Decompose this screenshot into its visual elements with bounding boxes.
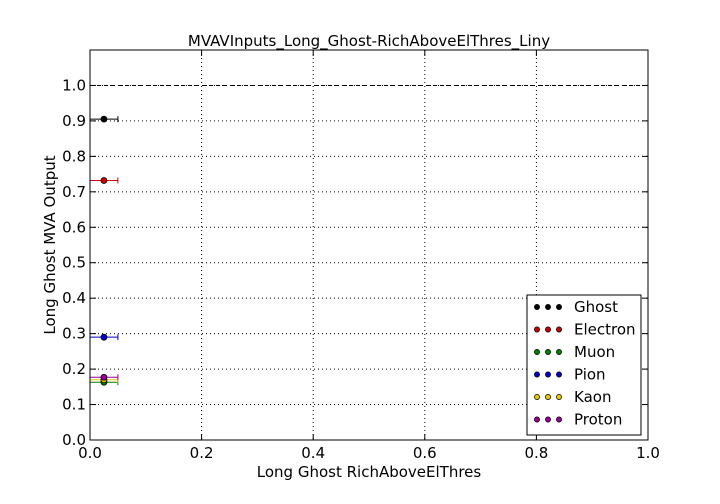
plot-frame: [89, 49, 649, 441]
y-tick-label: 0.0: [62, 431, 86, 449]
y-tick-label: 0.3: [62, 325, 86, 343]
legend-label-electron: Electron: [574, 321, 636, 339]
chart-title: MVAVInputs_Long_Ghost-RichAboveElThres_L…: [188, 32, 550, 51]
y-tick-label: 0.5: [62, 254, 86, 272]
legend: Ghost Electron Muon Pion Kaon Proton: [526, 294, 642, 436]
x-tick-label: 0.4: [301, 444, 325, 462]
x-axis-title: Long Ghost RichAboveElThres: [257, 463, 482, 481]
legend-marker-muon: [545, 349, 551, 355]
y-tick-label: 0.2: [62, 360, 86, 378]
x-tick-label: 0.0: [78, 444, 102, 462]
legend-marker-muon: [556, 349, 562, 355]
legend-marker-electron: [556, 326, 562, 333]
y-tick-label: 0.7: [62, 183, 86, 201]
y-tick-label: 0.6: [62, 218, 86, 236]
legend-marker-proton: [556, 416, 562, 423]
legend-marker-pion: [534, 371, 540, 378]
legend-marker-pion: [556, 371, 562, 378]
y-tick-label: 0.1: [62, 396, 86, 414]
legend-marker-kaon: [556, 394, 562, 400]
legend-marker-electron: [534, 326, 540, 333]
y-tick-label: 0.9: [62, 112, 86, 130]
x-tick-label: 0.8: [524, 444, 548, 462]
legend-label-pion: Pion: [574, 366, 606, 384]
legend-marker-ghost: [545, 304, 551, 310]
y-axis-title: Long Ghost MVA Output: [41, 155, 59, 334]
legend-marker-ghost: [556, 304, 562, 310]
legend-label-proton: Proton: [574, 411, 622, 429]
axis-ticks: 0.0 0.2 0.4 0.6 0.8 1.0 0.0 0.1 0.2 0.3 0.4 0.5 0.6 0…: [62, 50, 660, 462]
legend-marker-pion: [545, 371, 551, 378]
x-tick-label: 0.2: [190, 444, 214, 462]
legend-marker-proton: [534, 416, 540, 423]
data-layer: [90, 115, 119, 386]
y-tick-label: 0.4: [62, 289, 86, 307]
y-tick-label: 1.0: [62, 76, 86, 94]
ghost-point: [100, 115, 108, 123]
legend-marker-ghost: [534, 304, 540, 310]
legend-label-kaon: Kaon: [574, 388, 611, 406]
pion-point: [100, 333, 108, 341]
electron-point: [100, 177, 108, 184]
legend-box: [526, 294, 642, 436]
y-tick-label: 0.8: [62, 147, 86, 165]
legend-marker-muon: [534, 349, 540, 355]
legend-label-muon: Muon: [574, 343, 615, 361]
proton-point: [100, 373, 108, 381]
legend-marker-proton: [545, 416, 551, 423]
x-tick-label: 0.6: [413, 444, 437, 462]
legend-marker-electron: [545, 326, 551, 333]
legend-marker-kaon: [534, 394, 540, 400]
x-tick-label: 1.0: [636, 444, 660, 462]
legend-marker-kaon: [545, 394, 551, 400]
legend-label-ghost: Ghost: [574, 298, 618, 316]
